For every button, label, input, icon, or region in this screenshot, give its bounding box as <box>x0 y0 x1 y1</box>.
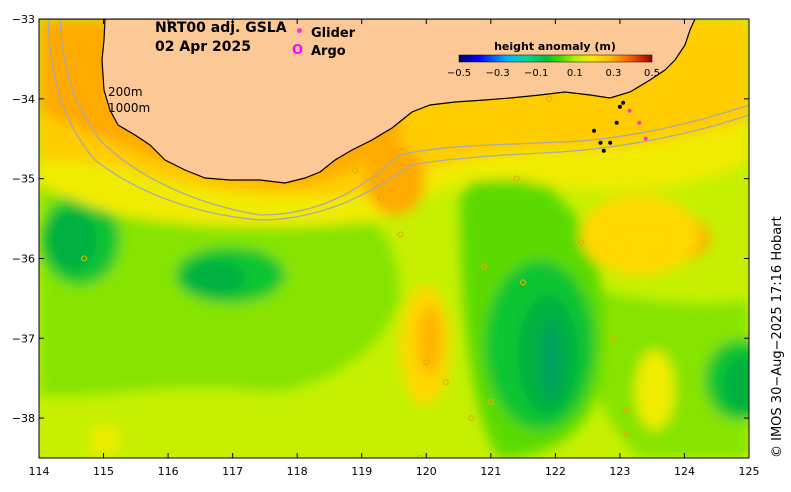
argo-float-marker <box>545 95 553 102</box>
glider-track-point <box>621 100 626 105</box>
bathymetry-contours <box>47 19 749 221</box>
y-tick-label: −38 <box>12 412 35 425</box>
colorbar-ramp <box>458 54 653 63</box>
contour-label-200m: 200m <box>108 85 143 99</box>
argo-float-marker <box>513 175 520 182</box>
argo-float-marker <box>610 335 617 342</box>
plot-frame <box>38 18 750 459</box>
map-title-line2: 02 Apr 2025 <box>155 39 251 55</box>
x-tick-label: 114 <box>29 465 50 478</box>
legend: • Glider O Argo <box>292 24 356 59</box>
argo-float-marker <box>481 263 488 270</box>
x-tick-label: 115 <box>93 465 114 478</box>
argo-float-marker <box>397 231 404 238</box>
argo-float-marker <box>623 407 630 414</box>
argo-float-marker <box>500 454 507 458</box>
glider-track-point <box>592 128 597 133</box>
x-tick-label: 121 <box>480 465 501 478</box>
colorbar-title: height anomaly (m) <box>494 40 616 53</box>
x-tick-label: 120 <box>416 465 437 478</box>
argo-legend-symbol: O <box>292 43 303 58</box>
argo-float-marker <box>623 430 630 438</box>
x-tick-label: 116 <box>158 465 179 478</box>
argo-legend-label: Argo <box>311 44 346 59</box>
colorbar-tick-label: 0.3 <box>605 68 621 79</box>
isobath-1000m <box>47 19 749 221</box>
glider-track-point <box>598 140 603 145</box>
x-tick-label: 124 <box>674 465 695 478</box>
glider-track-point <box>627 108 632 113</box>
x-tick-label: 119 <box>351 465 372 478</box>
x-tick-label: 117 <box>222 465 243 478</box>
colorbar-tick-label: 0.1 <box>567 68 583 79</box>
colorbar-tick-label: −0.1 <box>524 68 548 79</box>
argo-float-marker <box>352 167 359 174</box>
argo-float-marker <box>578 239 585 246</box>
argo-float-marker <box>371 175 378 182</box>
colorbar: height anomaly (m) −0.5 −0.3 −0.1 0.1 0.3 0.5 <box>447 40 660 79</box>
argo-float-marker <box>377 195 385 202</box>
argo-float-marker <box>468 414 475 422</box>
y-tick-label: −37 <box>12 332 35 345</box>
glider-track-point <box>643 136 648 141</box>
glider-track-point <box>617 104 622 109</box>
glider-track-point <box>614 120 619 125</box>
colorbar-tick-label: 0.5 <box>644 68 660 79</box>
x-tick-label: 118 <box>287 465 308 478</box>
argo-float-marker <box>487 399 494 406</box>
credit-text: © IMOS 30−Aug−2025 17:16 Hobart <box>770 216 785 458</box>
x-axis: 114 115 116 117 118 119 120 121 122 123 124 125 <box>29 19 760 478</box>
glider-track-point <box>637 120 642 125</box>
argo-float-marker <box>423 359 430 366</box>
y-tick-label: −35 <box>12 173 35 186</box>
argo-float-marker <box>416 454 423 458</box>
glider-legend-label: Glider <box>311 26 356 41</box>
y-tick-label: −33 <box>12 13 35 26</box>
glider-legend-symbol: • <box>295 24 304 40</box>
argo-floats <box>55 31 630 458</box>
x-tick-label: 125 <box>739 465 760 478</box>
colorbar-tick-label: −0.3 <box>485 68 509 79</box>
x-tick-label: 123 <box>609 465 630 478</box>
x-tick-label: 122 <box>545 465 566 478</box>
y-tick-label: −36 <box>12 252 35 265</box>
glider-track <box>592 100 648 153</box>
glider-track-point <box>601 148 606 153</box>
argo-float-marker <box>81 255 88 262</box>
isobath-200m <box>59 19 749 216</box>
colorbar-tick-label: −0.5 <box>447 68 471 79</box>
y-tick-label: −34 <box>12 93 35 106</box>
argo-float-marker <box>519 279 527 286</box>
argo-float-marker <box>55 31 62 39</box>
argo-float-marker <box>442 379 449 386</box>
y-axis: −33 −34 −35 −36 −37 −38 <box>12 13 749 425</box>
glider-track-point <box>608 140 613 145</box>
contour-label-1000m: 1000m <box>108 101 150 115</box>
map-title-line1: NRT00 adj. GSLA <box>155 20 287 36</box>
